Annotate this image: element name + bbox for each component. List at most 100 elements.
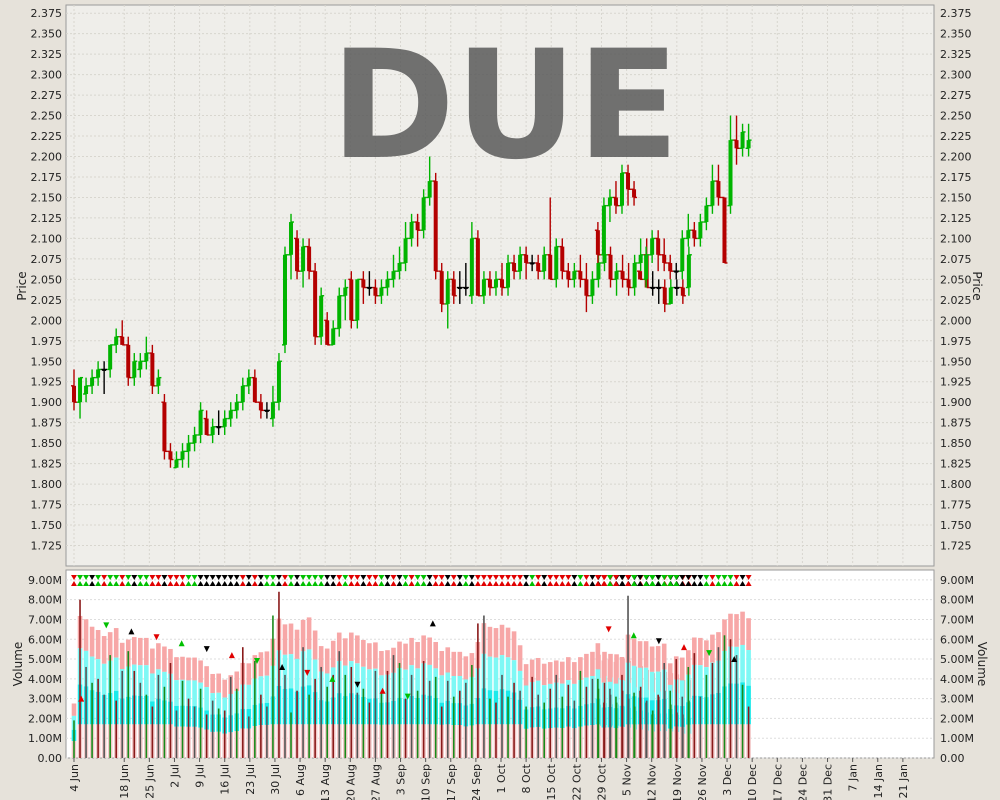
price-tick-label: 2.375 — [940, 7, 972, 20]
volume-marker — [153, 634, 160, 641]
date-tick-label: 23 Jul — [244, 764, 257, 795]
volume-bar — [459, 690, 461, 758]
signal-glyph — [468, 575, 475, 586]
volume-bar — [615, 696, 617, 758]
signal-glyph — [589, 575, 596, 586]
volume-marker — [329, 675, 336, 682]
volume-bar — [145, 694, 148, 758]
volume-bar — [519, 690, 521, 758]
volume-bar — [555, 674, 558, 758]
ohlc-bar — [505, 254, 512, 296]
price-tick-label: 2.375 — [31, 7, 63, 20]
ohlc-bar — [197, 402, 204, 444]
volume-bar — [326, 686, 328, 758]
volume-bar — [452, 696, 455, 758]
ohlc-bar — [571, 262, 578, 288]
volume-bar — [567, 684, 570, 758]
signal-glyph — [733, 575, 740, 586]
signal-glyph — [643, 575, 650, 586]
volume-bar — [717, 647, 720, 758]
volume-bar — [344, 674, 347, 758]
signal-glyph — [486, 575, 493, 586]
volume-bar — [260, 694, 262, 758]
ohlc-bar — [366, 271, 373, 296]
price-tick-label: 1.950 — [940, 355, 972, 368]
price-tick-label: 2.250 — [940, 110, 972, 123]
volume-bar — [97, 678, 99, 758]
volume-bar — [157, 674, 160, 758]
date-tick-label: 15 Oct — [545, 763, 558, 800]
signal-glyph — [95, 575, 102, 586]
ohlc-bar — [492, 271, 499, 296]
signal-glyph — [565, 575, 572, 586]
volume-bar — [681, 696, 684, 758]
signal-glyph — [173, 575, 180, 586]
signal-glyph — [667, 575, 674, 586]
signal-glyph — [529, 575, 536, 586]
ohlc-bar — [155, 369, 162, 395]
date-axis: 4 Jun 18 Jun 25 Jun 2 Jul 9 Jul 16 Jul 23 Jul 3… — [68, 758, 910, 800]
ohlc-bar — [456, 271, 463, 304]
volume-bar — [374, 670, 377, 758]
volume-bar — [332, 674, 335, 758]
price-axis-right: 1.725 1.750 1.775 1.800 1.825 1.850 1.875 1.900… — [940, 7, 972, 552]
volume-bar — [579, 670, 582, 758]
volume-bars — [73, 591, 750, 758]
ohlc-bar — [462, 262, 469, 296]
volume-tick-label: 5.00M — [28, 653, 62, 666]
volume-tick-label: 0.00 — [940, 752, 965, 765]
ohlc-bar — [607, 246, 614, 288]
volume-bar — [278, 591, 280, 758]
price-tick-label: 2.100 — [940, 232, 972, 245]
signal-glyph — [330, 575, 337, 586]
signal-glyph — [402, 575, 409, 586]
date-tick-label: 16 Jul — [219, 764, 232, 795]
ohlc-bar — [606, 189, 613, 223]
signal-glyph — [155, 575, 162, 586]
price-tick-label: 1.750 — [31, 519, 63, 532]
date-tick-label: 20 Aug — [344, 764, 357, 800]
price-axis-label-left: Price — [15, 271, 29, 300]
signal-glyph — [324, 575, 331, 586]
price-tick-label: 2.150 — [31, 191, 63, 204]
volume-bar — [410, 674, 413, 758]
ohlc-bar — [432, 172, 439, 280]
volume-bar — [121, 670, 124, 758]
volume-marker — [228, 652, 235, 659]
signal-glyph — [354, 575, 361, 586]
price-tick-label: 1.800 — [31, 478, 63, 491]
signal-glyph — [269, 575, 276, 586]
ohlc-bar — [474, 230, 481, 297]
date-tick-label: 26 Nov — [696, 764, 709, 800]
ohlc-bar — [408, 213, 415, 247]
ohlc-bar — [673, 279, 680, 296]
signal-strip — [71, 575, 752, 586]
price-tick-label: 1.775 — [31, 499, 63, 512]
signal-glyph — [318, 575, 325, 586]
ohlc-bar — [565, 262, 572, 288]
price-tick-label: 1.800 — [940, 478, 972, 491]
ohlc-bar — [721, 196, 728, 264]
volume-tick-label: 9.00M — [940, 574, 974, 587]
ohlc-bar — [71, 369, 77, 411]
volume-bar — [422, 661, 425, 758]
price-tick-label: 2.350 — [940, 28, 972, 41]
price-bars — [71, 115, 752, 469]
ohlc-bar — [185, 434, 192, 468]
volume-bar — [169, 663, 172, 758]
volume-tick-label: 1.00M — [940, 732, 974, 745]
volume-marker — [706, 650, 713, 657]
volume-bar — [380, 692, 383, 758]
ohlc-bar — [637, 238, 644, 272]
volume-bar — [573, 700, 576, 758]
signal-glyph — [523, 575, 530, 586]
date-tick-label: 7 Jan — [847, 764, 860, 791]
signal-glyph — [125, 575, 132, 586]
price-tick-label: 2.300 — [31, 69, 63, 82]
volume-bar — [711, 663, 714, 758]
signal-glyph — [637, 575, 644, 586]
price-tick-label: 1.925 — [31, 376, 63, 389]
volume-bar — [537, 694, 539, 758]
volume-bar — [687, 666, 690, 758]
ohlc-bar — [733, 115, 740, 165]
